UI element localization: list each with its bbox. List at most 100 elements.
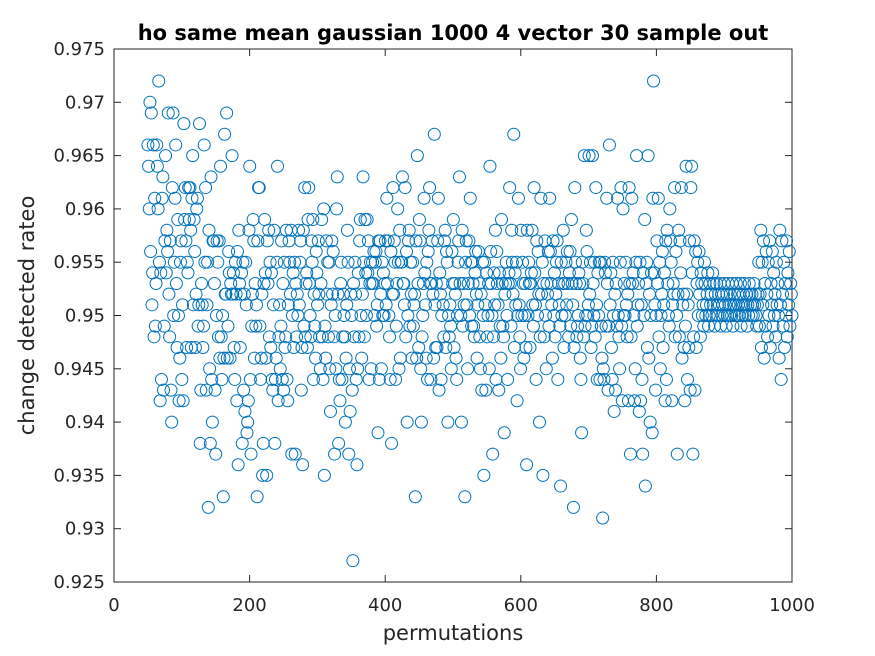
data-point xyxy=(658,394,672,408)
data-point xyxy=(226,266,240,280)
data-point xyxy=(177,117,191,131)
data-point xyxy=(691,255,705,269)
data-point xyxy=(214,159,228,173)
data-point xyxy=(661,277,675,291)
data-point xyxy=(299,277,313,291)
data-point xyxy=(281,394,295,408)
data-point xyxy=(503,181,517,195)
data-point xyxy=(385,436,399,450)
data-point xyxy=(379,298,393,312)
data-point xyxy=(266,298,280,312)
data-point xyxy=(560,298,574,312)
data-point xyxy=(469,245,483,259)
data-point xyxy=(642,351,656,365)
data-point xyxy=(169,277,183,291)
data-point xyxy=(335,372,349,386)
data-point xyxy=(298,181,312,195)
data-point xyxy=(679,159,693,173)
data-point xyxy=(357,330,371,344)
data-point xyxy=(323,362,337,376)
data-point xyxy=(414,415,428,429)
data-point xyxy=(537,330,551,344)
data-point xyxy=(719,319,733,333)
data-point xyxy=(228,372,242,386)
data-point xyxy=(589,181,603,195)
data-point xyxy=(154,372,168,386)
data-point xyxy=(165,181,179,195)
data-point xyxy=(778,340,792,354)
data-point xyxy=(332,436,346,450)
data-point xyxy=(383,372,397,386)
data-point xyxy=(513,330,527,344)
data-point xyxy=(144,106,158,120)
data-point xyxy=(245,319,259,333)
data-point xyxy=(423,181,437,195)
axes-box xyxy=(113,48,793,583)
data-point xyxy=(161,245,175,259)
data-point xyxy=(520,223,534,237)
data-point xyxy=(761,330,775,344)
data-point xyxy=(771,277,785,291)
data-point xyxy=(285,447,299,461)
data-point xyxy=(497,426,511,440)
data-point xyxy=(258,266,272,280)
data-point xyxy=(622,181,636,195)
data-point xyxy=(336,287,350,301)
data-point xyxy=(611,191,625,205)
data-point xyxy=(277,255,291,269)
data-point xyxy=(643,415,657,429)
data-point xyxy=(467,330,481,344)
data-point xyxy=(307,372,321,386)
data-point xyxy=(271,394,285,408)
data-point xyxy=(243,159,257,173)
data-point xyxy=(507,127,521,141)
y-tick-label: 0.96 xyxy=(65,199,105,220)
data-point xyxy=(630,319,644,333)
data-point xyxy=(334,255,348,269)
data-point xyxy=(282,234,296,248)
data-point xyxy=(157,383,171,397)
data-point xyxy=(689,245,703,259)
data-point xyxy=(691,309,705,322)
data-point xyxy=(671,287,685,301)
data-point xyxy=(211,330,225,344)
data-point xyxy=(165,415,179,429)
data-point xyxy=(770,298,784,312)
data-point xyxy=(337,309,351,322)
data-point xyxy=(353,234,367,248)
data-point xyxy=(534,191,548,205)
data-point xyxy=(492,266,506,280)
data-point xyxy=(490,277,504,291)
data-point xyxy=(693,287,707,301)
data-point xyxy=(585,149,599,163)
data-point xyxy=(551,372,565,386)
data-point xyxy=(511,191,525,205)
data-point xyxy=(416,277,430,291)
data-point xyxy=(520,458,534,472)
data-point xyxy=(564,213,578,227)
data-point xyxy=(758,277,772,291)
data-point xyxy=(236,255,250,269)
data-point xyxy=(184,223,198,237)
data-point xyxy=(166,106,180,120)
data-point xyxy=(553,319,567,333)
data-point xyxy=(473,362,487,376)
data-point xyxy=(207,277,221,291)
data-point xyxy=(623,447,637,461)
data-point xyxy=(153,394,167,408)
data-point xyxy=(192,117,206,131)
data-point xyxy=(314,277,328,291)
data-point xyxy=(228,255,242,269)
data-point xyxy=(585,319,599,333)
data-point xyxy=(505,223,519,237)
data-point xyxy=(347,330,361,344)
data-point xyxy=(441,415,455,429)
data-point xyxy=(163,330,177,344)
data-point xyxy=(650,234,664,248)
data-point xyxy=(654,309,668,322)
data-point xyxy=(518,277,532,291)
data-point xyxy=(249,298,263,312)
data-point xyxy=(417,191,431,205)
data-point xyxy=(784,277,798,291)
data-point xyxy=(526,298,540,312)
